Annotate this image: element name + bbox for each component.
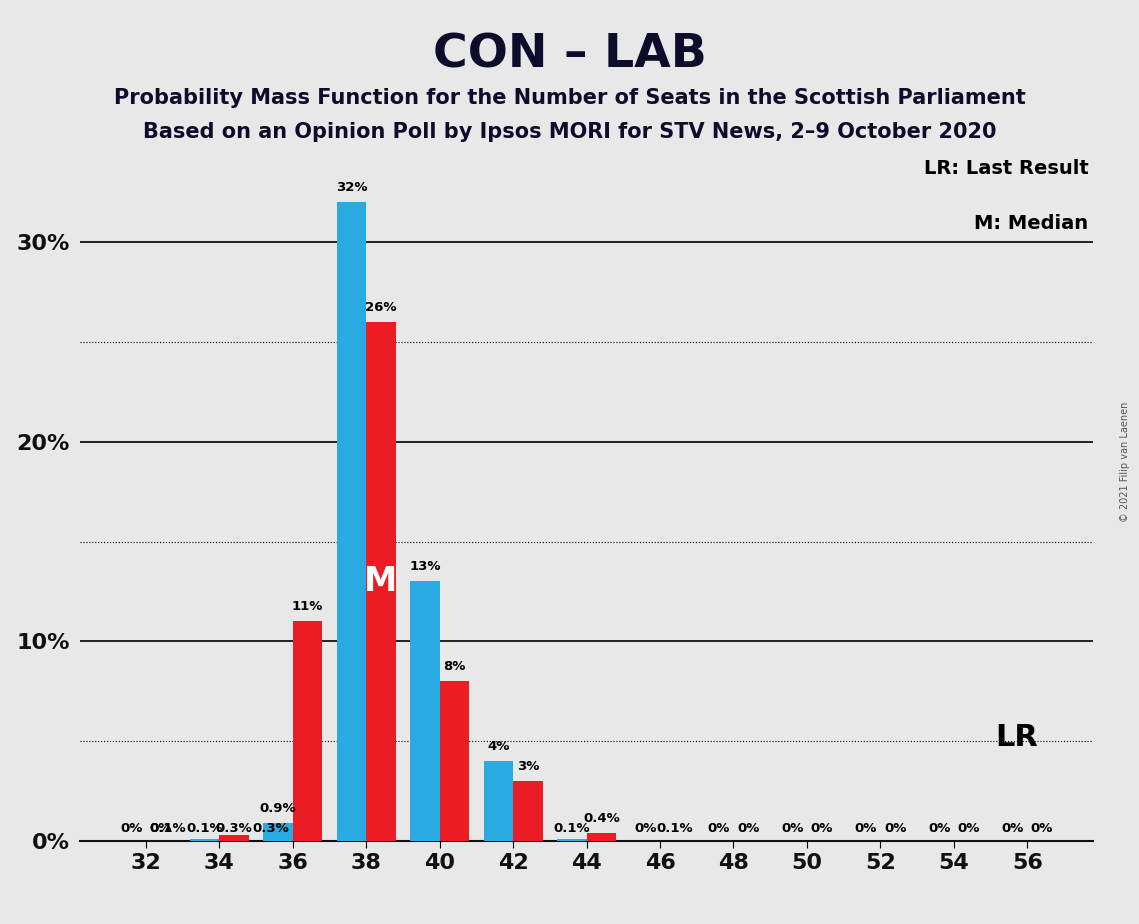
Bar: [263, 823, 293, 841]
Bar: [293, 621, 322, 841]
Text: 0%: 0%: [1031, 821, 1054, 835]
Text: 0%: 0%: [737, 821, 760, 835]
Bar: [587, 833, 616, 841]
Text: CON – LAB: CON – LAB: [433, 32, 706, 78]
Text: 0%: 0%: [958, 821, 980, 835]
Text: 0%: 0%: [781, 821, 803, 835]
Text: 8%: 8%: [443, 661, 466, 674]
Text: 3%: 3%: [517, 760, 539, 773]
Text: Based on an Opinion Poll by Ipsos MORI for STV News, 2–9 October 2020: Based on an Opinion Poll by Ipsos MORI f…: [142, 122, 997, 142]
Bar: [514, 781, 542, 841]
Text: 0.1%: 0.1%: [656, 821, 693, 835]
Text: 0%: 0%: [707, 821, 730, 835]
Bar: [557, 839, 587, 841]
Text: LR: Last Result: LR: Last Result: [924, 159, 1089, 178]
Text: 0.1%: 0.1%: [187, 821, 223, 835]
Text: 0%: 0%: [928, 821, 950, 835]
Text: LR: LR: [995, 723, 1039, 751]
Text: 32%: 32%: [336, 181, 367, 194]
Text: 26%: 26%: [366, 301, 396, 314]
Text: 11%: 11%: [292, 601, 323, 614]
Bar: [367, 322, 395, 841]
Text: Probability Mass Function for the Number of Seats in the Scottish Parliament: Probability Mass Function for the Number…: [114, 88, 1025, 108]
Text: 0%: 0%: [854, 821, 877, 835]
Text: M: M: [364, 565, 398, 598]
Bar: [484, 761, 514, 841]
Text: 0.3%: 0.3%: [253, 821, 289, 835]
Text: 0%: 0%: [634, 821, 656, 835]
Bar: [337, 202, 367, 841]
Text: 0%: 0%: [120, 821, 142, 835]
Bar: [220, 835, 248, 841]
Text: 4%: 4%: [487, 740, 509, 753]
Bar: [440, 681, 469, 841]
Text: 0%: 0%: [149, 821, 172, 835]
Text: © 2021 Filip van Laenen: © 2021 Filip van Laenen: [1121, 402, 1130, 522]
Text: 0%: 0%: [884, 821, 907, 835]
Text: 0.1%: 0.1%: [554, 821, 590, 835]
Text: 13%: 13%: [409, 561, 441, 574]
Text: 0.1%: 0.1%: [149, 821, 186, 835]
Text: M: Median: M: Median: [974, 214, 1089, 234]
Bar: [190, 839, 220, 841]
Text: 0%: 0%: [1001, 821, 1024, 835]
Text: 0%: 0%: [811, 821, 833, 835]
Text: 0.3%: 0.3%: [215, 821, 253, 835]
Bar: [410, 581, 440, 841]
Text: 0.9%: 0.9%: [260, 802, 296, 815]
Text: 0.4%: 0.4%: [583, 812, 620, 825]
